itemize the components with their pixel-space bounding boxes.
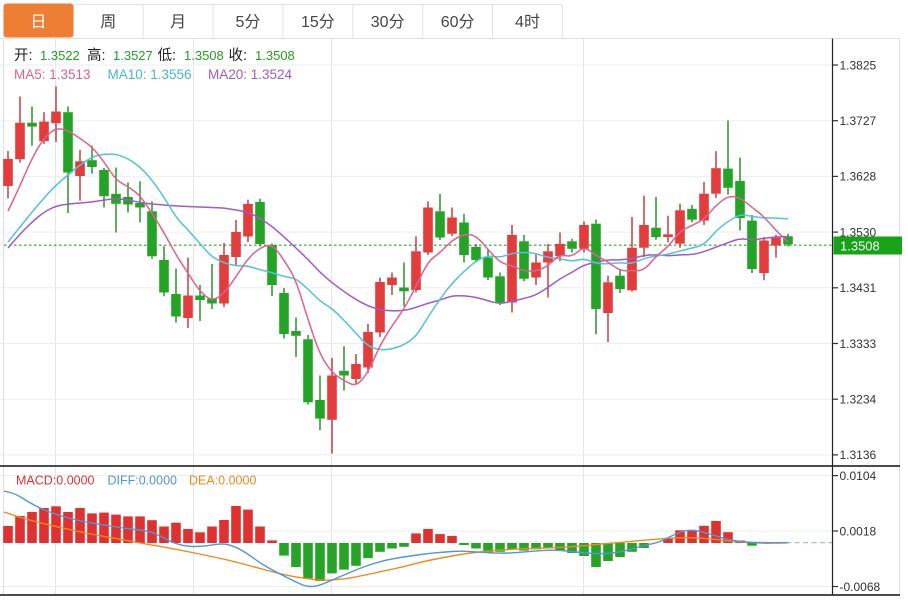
- svg-text:30分: 30分: [371, 13, 405, 31]
- svg-text:15分: 15分: [301, 13, 335, 31]
- svg-text:月: 月: [170, 14, 186, 31]
- svg-text:0.0018: 0.0018: [840, 524, 877, 538]
- svg-text:0.0104: 0.0104: [840, 469, 877, 483]
- svg-text:-0.0068: -0.0068: [840, 580, 881, 594]
- svg-text:日: 日: [30, 14, 46, 31]
- svg-text:1.3234: 1.3234: [840, 393, 877, 407]
- svg-text:周: 周: [100, 14, 116, 31]
- svg-text:4时: 4时: [515, 13, 540, 31]
- svg-text:60分: 60分: [441, 13, 475, 31]
- svg-text:1.3136: 1.3136: [840, 448, 877, 462]
- svg-text:5分: 5分: [236, 13, 261, 31]
- svg-text:1.3431: 1.3431: [840, 281, 877, 295]
- svg-text:1.3825: 1.3825: [840, 58, 877, 72]
- svg-text:1.3333: 1.3333: [840, 337, 877, 351]
- svg-text:1.3727: 1.3727: [840, 114, 877, 128]
- svg-text:1.3628: 1.3628: [840, 170, 877, 184]
- svg-text:1.3508: 1.3508: [840, 238, 880, 253]
- svg-text:1.3530: 1.3530: [840, 225, 877, 239]
